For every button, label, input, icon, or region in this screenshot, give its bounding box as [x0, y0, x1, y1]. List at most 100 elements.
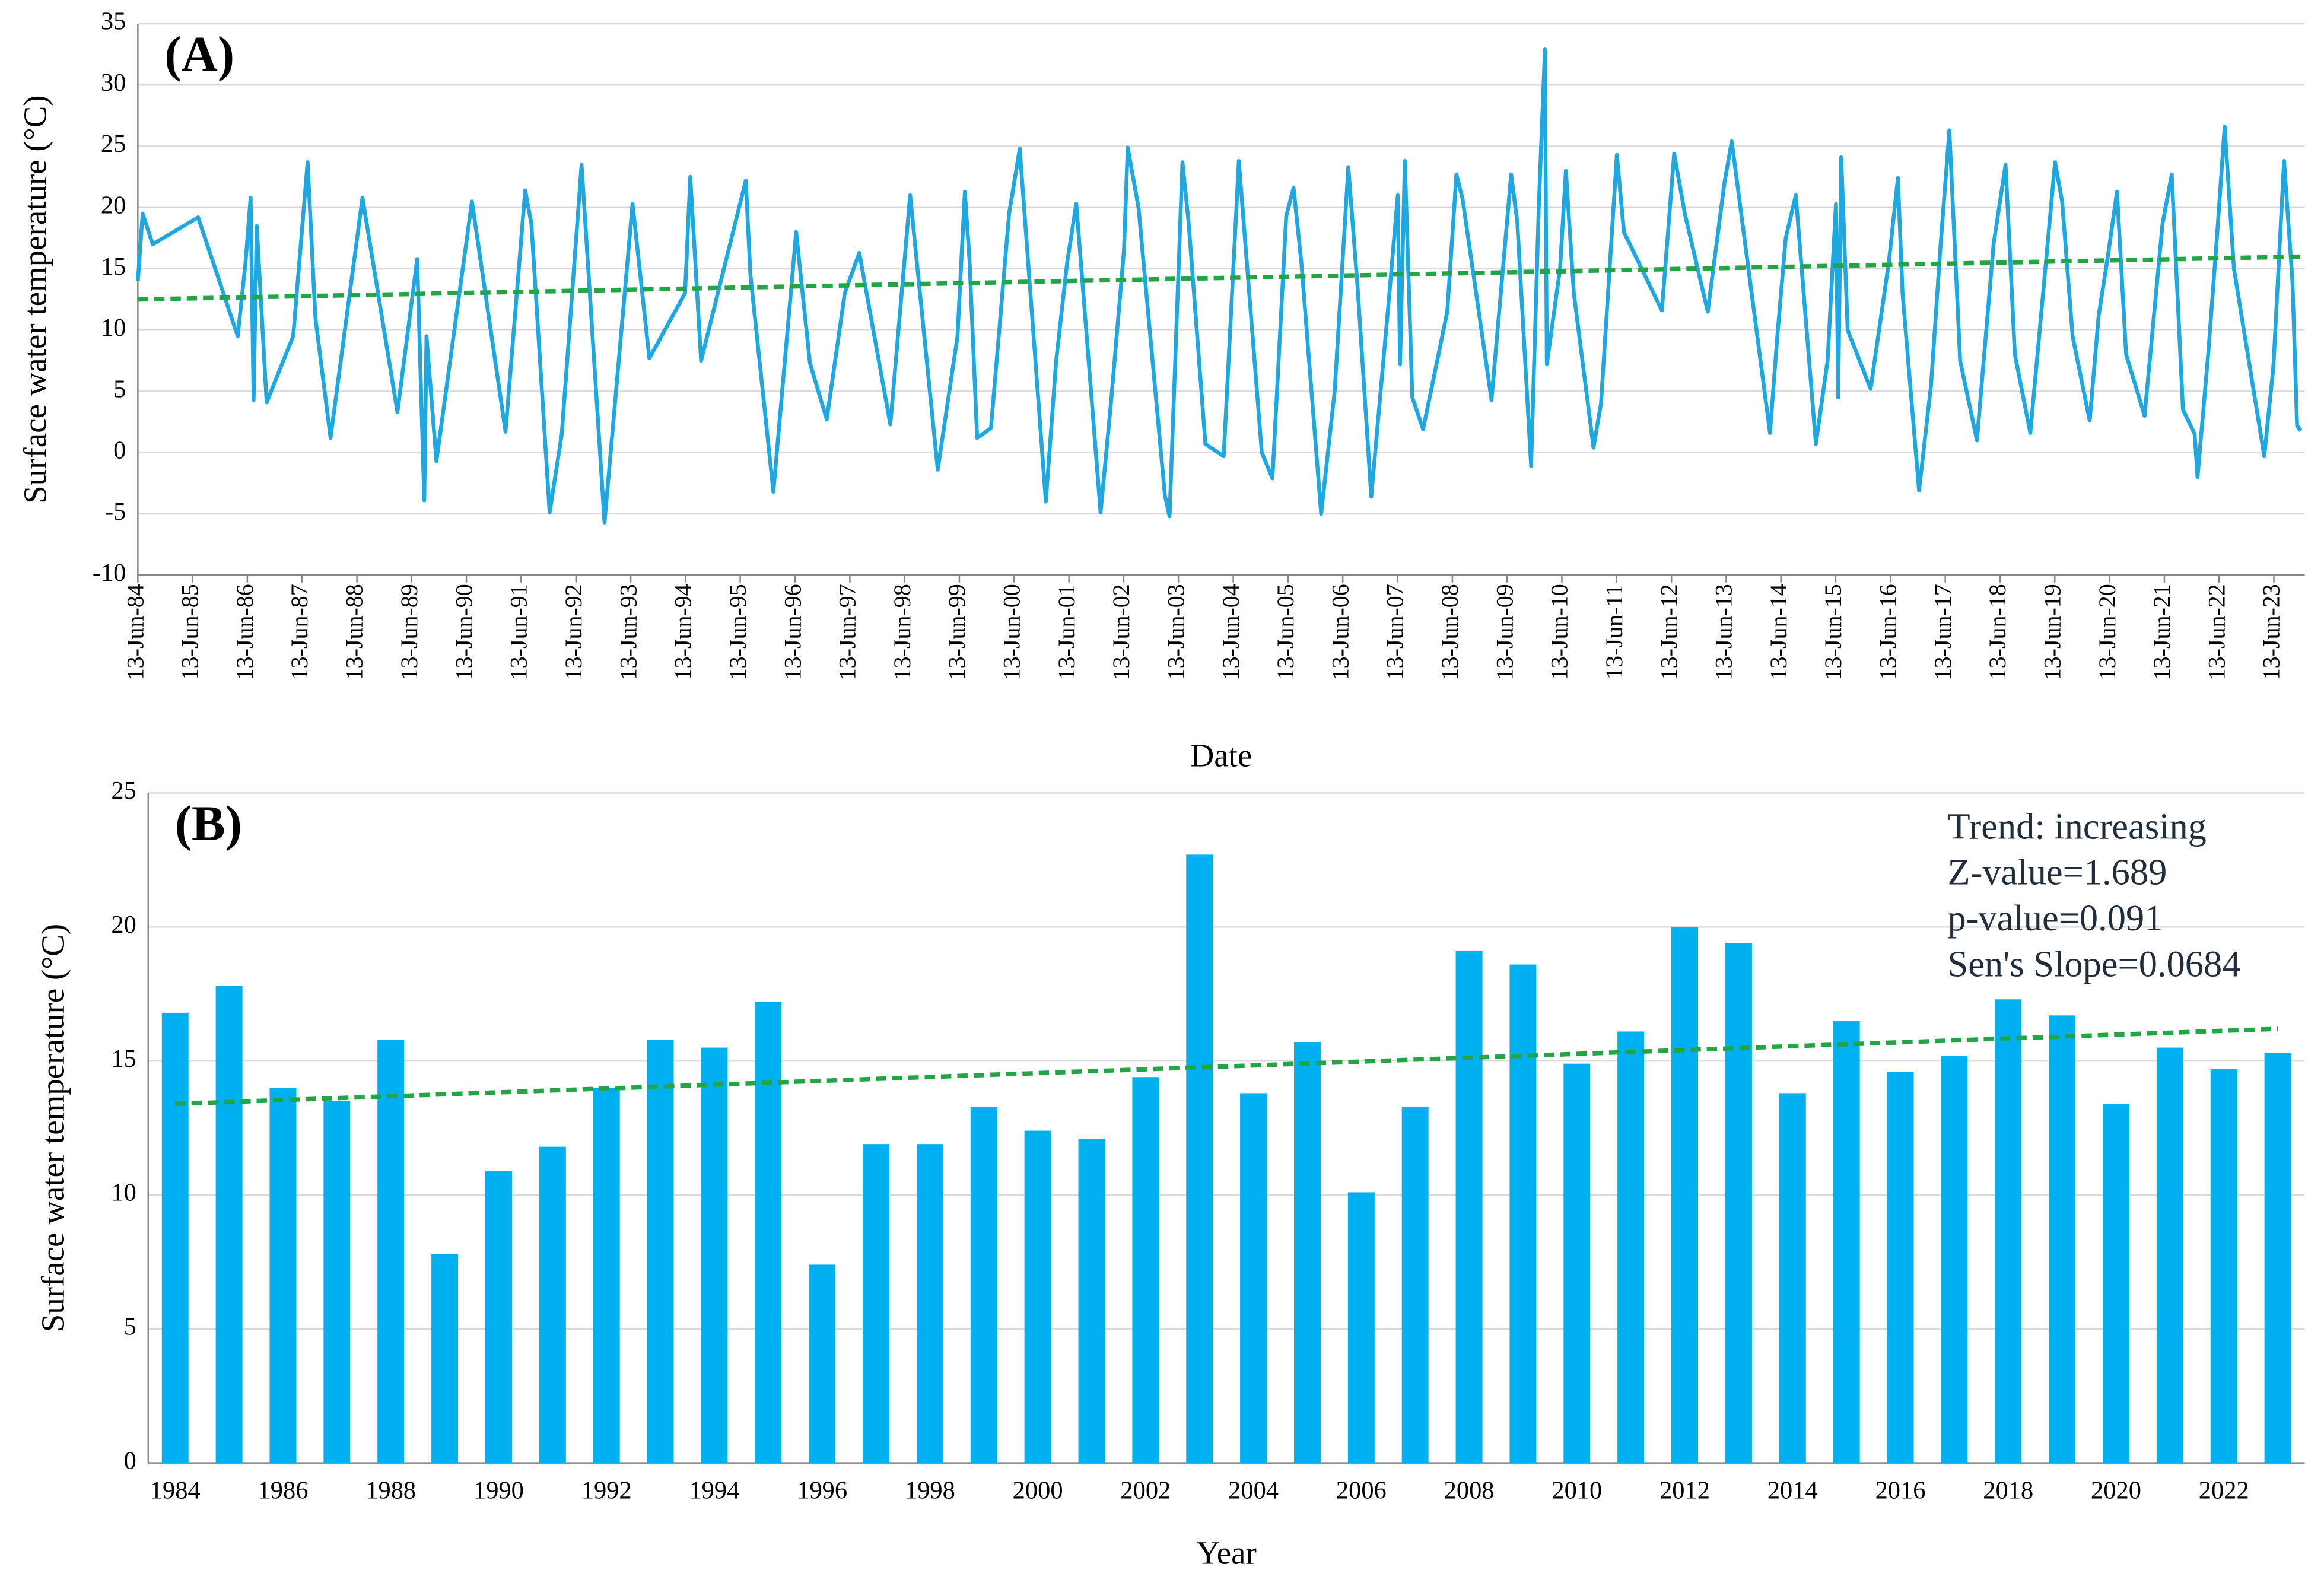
bar — [2103, 1104, 2129, 1463]
x-tick-label: 13-Jun-12 — [1655, 584, 1682, 680]
x-tick-label: 13-Jun-93 — [615, 584, 641, 680]
y-tick-label: 5 — [124, 1313, 136, 1341]
x-tick-label: 13-Jun-97 — [834, 584, 861, 680]
y-tick-label: 15 — [111, 1045, 136, 1073]
bar — [2210, 1069, 2237, 1463]
bar — [755, 1002, 782, 1463]
bar — [2156, 1047, 2183, 1463]
bar — [1617, 1031, 1645, 1463]
bar — [431, 1254, 459, 1463]
panel-label: (B) — [175, 796, 242, 851]
x-tick-label: 13-Jun-91 — [506, 584, 532, 680]
x-tick-label: 1998 — [905, 1476, 955, 1504]
annotation: Sen's Slope=0.0684 — [1947, 943, 2240, 985]
y-tick-label: -10 — [93, 559, 126, 587]
y-axis-title: Surface water temperature (°C) — [35, 924, 71, 1333]
y-tick-label: 20 — [101, 192, 126, 220]
x-tick-label: 13-Jun-95 — [724, 584, 751, 680]
bar — [1671, 927, 1699, 1463]
bar — [1132, 1077, 1159, 1463]
bar — [1779, 1093, 1806, 1463]
bar — [1941, 1056, 1968, 1463]
x-tick-label: 2018 — [1983, 1476, 2033, 1504]
y-axis-title: Surface water temperature (°C) — [17, 95, 53, 504]
bar — [2264, 1053, 2291, 1463]
x-tick-label: 13-Jun-90 — [450, 584, 477, 680]
x-tick-label: 13-Jun-08 — [1436, 584, 1463, 680]
bar — [863, 1144, 890, 1463]
y-tick-label: 35 — [101, 8, 126, 36]
x-axis-title: Date — [1191, 738, 1252, 774]
bar — [1509, 964, 1537, 1463]
bar — [539, 1146, 566, 1463]
x-tick-label: 2004 — [1228, 1476, 1279, 1504]
y-tick-label: 0 — [124, 1447, 136, 1474]
x-tick-label: 2010 — [1552, 1476, 1602, 1504]
x-tick-label: 13-Jun-16 — [1875, 584, 1902, 680]
x-tick-label: 13-Jun-11 — [1601, 584, 1627, 679]
annotation: p-value=0.091 — [1947, 897, 2163, 939]
x-tick-label: 13-Jun-88 — [341, 584, 368, 680]
x-tick-label: 2012 — [1659, 1476, 1710, 1504]
x-tick-label: 13-Jun-23 — [2258, 584, 2285, 680]
bar — [1563, 1063, 1591, 1463]
bar — [1995, 999, 2022, 1463]
x-tick-label: 1996 — [797, 1476, 847, 1504]
x-tick-label: 2020 — [2091, 1476, 2141, 1504]
bar — [647, 1040, 674, 1463]
x-tick-label: 13-Jun-22 — [2203, 584, 2230, 680]
bar — [1347, 1192, 1375, 1463]
panel-label: (A) — [164, 26, 234, 82]
x-tick-label: 13-Jun-86 — [231, 584, 258, 680]
x-tick-label: 13-Jun-92 — [560, 584, 587, 680]
x-tick-label: 2000 — [1013, 1476, 1063, 1504]
x-tick-label: 13-Jun-20 — [2094, 584, 2120, 680]
x-tick-label: 13-Jun-94 — [670, 584, 697, 680]
x-tick-label: 13-Jun-15 — [1820, 584, 1846, 680]
x-tick-label: 13-Jun-09 — [1491, 584, 1518, 680]
x-tick-label: 1984 — [150, 1476, 201, 1504]
bar — [215, 986, 243, 1463]
bar — [1455, 951, 1483, 1463]
x-tick-label: 13-Jun-00 — [999, 584, 1025, 680]
y-tick-label: 10 — [101, 314, 126, 342]
x-tick-label: 13-Jun-10 — [1546, 584, 1573, 680]
bar — [593, 1088, 620, 1463]
bar — [161, 1012, 189, 1463]
x-tick-label: 13-Jun-07 — [1382, 584, 1409, 680]
bar — [269, 1088, 297, 1463]
x-tick-label: 13-Jun-96 — [779, 584, 806, 680]
x-tick-label: 13-Jun-13 — [1711, 584, 1737, 680]
x-tick-label: 13-Jun-21 — [2148, 584, 2175, 680]
x-tick-label: 13-Jun-03 — [1162, 584, 1189, 680]
y-tick-label: 0 — [113, 437, 126, 465]
x-tick-label: 13-Jun-85 — [177, 584, 204, 680]
x-tick-label: 13-Jun-06 — [1327, 584, 1353, 680]
y-tick-label: 10 — [111, 1179, 136, 1207]
x-tick-label: 13-Jun-89 — [396, 584, 422, 680]
temperature-line — [136, 47, 2303, 525]
x-tick-label: 13-Jun-04 — [1217, 584, 1244, 680]
x-tick-label: 13-Jun-18 — [1984, 584, 2011, 680]
bar — [1240, 1093, 1267, 1463]
bar — [1186, 854, 1213, 1463]
bar — [916, 1144, 943, 1463]
bar — [1833, 1021, 1860, 1463]
y-tick-label: 15 — [101, 253, 126, 281]
x-axis-title: Year — [1197, 1535, 1257, 1571]
x-tick-label: 2022 — [2199, 1476, 2249, 1504]
x-tick-label: 13-Jun-99 — [943, 584, 970, 680]
annotation: Trend: increasing — [1947, 805, 2206, 847]
x-tick-label: 13-Jun-84 — [122, 584, 148, 680]
x-tick-label: 13-Jun-98 — [889, 584, 915, 680]
y-tick-label: 30 — [101, 69, 126, 97]
bar — [809, 1264, 836, 1463]
x-tick-label: 2006 — [1336, 1476, 1387, 1504]
y-tick-label: 5 — [113, 375, 126, 403]
x-tick-label: 2016 — [1875, 1476, 1926, 1504]
bar — [1078, 1139, 1105, 1463]
annotation: Z-value=1.689 — [1947, 851, 2167, 893]
bar — [323, 1101, 351, 1463]
x-tick-label: 13-Jun-01 — [1053, 584, 1080, 680]
